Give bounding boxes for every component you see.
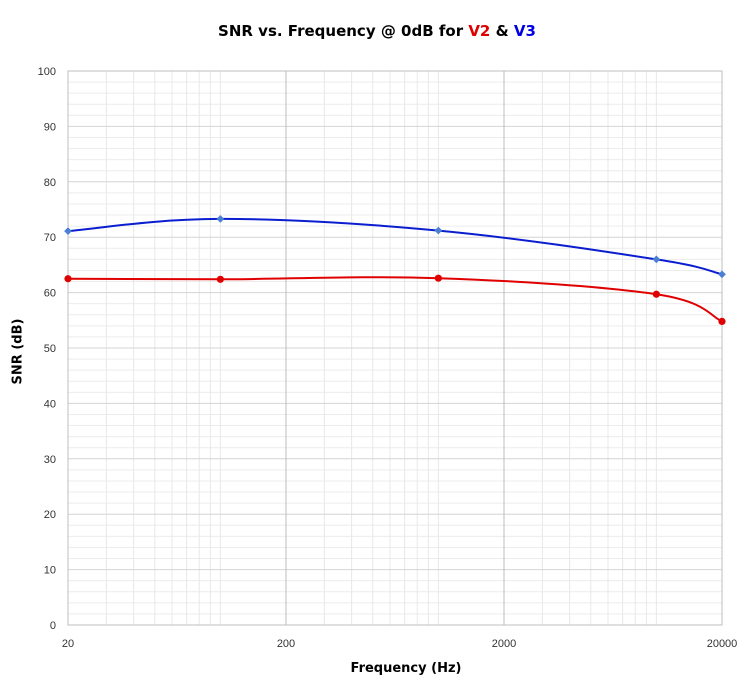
y-tick-label: 100 [38,66,56,78]
plot-area-border [67,70,723,626]
data-point-v2 [718,317,726,326]
y-tick-label: 30 [44,454,56,466]
data-point-v3 [652,255,661,264]
x-axis-ticks: 20 200 2000 20000 [62,638,737,650]
y-axis-ticks: 0 10 20 30 40 50 60 70 80 90 100 [38,66,56,632]
y-tick-label: 20 [44,509,56,521]
x-tick-label: 20000 [707,638,738,650]
y-tick-label: 60 [44,288,56,300]
x-tick-label: 200 [277,638,295,650]
data-point-v3 [718,270,726,279]
x-axis-label: Frequency (Hz) [350,661,462,676]
y-tick-label: 80 [44,177,56,189]
data-point-v2 [64,275,72,283]
title-v3: V3 [513,22,536,40]
series-layer [64,214,726,326]
y-tick-label: 90 [44,121,56,133]
data-point-v3 [216,214,225,223]
data-point-v2 [216,275,224,283]
major-grid [67,70,723,626]
y-tick-label: 40 [44,398,56,410]
title-prefix: SNR vs. Frequency @ 0dB for [218,22,469,40]
data-point-v3 [434,226,443,235]
data-point-v2 [652,290,660,298]
data-point-v3 [64,227,72,236]
title-v2: V2 [468,22,491,40]
title-amp: & [490,22,514,40]
data-point-v2 [434,274,442,282]
series-line-v3 [67,217,723,276]
y-tick-label: 50 [44,343,56,355]
chart-title: SNR vs. Frequency @ 0dB for V2 & V3 [0,22,754,40]
x-tick-label: 2000 [492,638,516,650]
x-tick-label: 20 [62,638,74,650]
y-tick-label: 70 [44,232,56,244]
y-axis-label: SNR (dB) [10,318,26,385]
y-tick-label: 0 [50,620,56,632]
y-tick-label: 10 [44,565,56,577]
